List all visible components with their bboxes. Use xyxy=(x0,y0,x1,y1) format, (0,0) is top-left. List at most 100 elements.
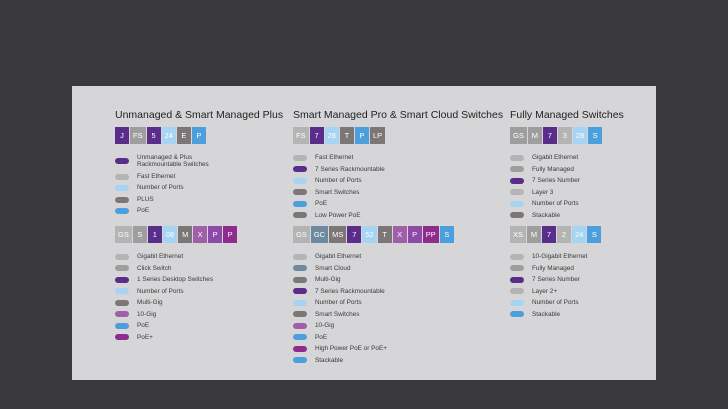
code-segment: LP xyxy=(369,127,386,144)
code-segment: S xyxy=(587,226,602,243)
legend-label: Gigabit Ethernet xyxy=(315,253,362,261)
block-model-code: GS M 7 3 28 S Gigabit Ethernet Fully Managed 7 … xyxy=(510,127,624,221)
legend-label: PoE xyxy=(315,333,328,341)
legend-label: Number of Ports xyxy=(137,184,184,192)
legend-swatch xyxy=(293,212,307,219)
legend-label: 10-Gig xyxy=(315,322,335,330)
code-segment: P xyxy=(354,127,369,144)
code-segment: 24 xyxy=(572,226,587,243)
legend-swatch xyxy=(115,311,129,318)
legend-item: Number of Ports xyxy=(293,175,503,187)
code-legend: Gigabit Ethernet Fully Managed 7 Series Nu… xyxy=(510,152,624,221)
legend-label: Stackable xyxy=(532,211,561,219)
legend-swatch xyxy=(293,311,307,318)
legend-label: Stackable xyxy=(315,356,344,364)
legend-item: Layer 3 xyxy=(510,187,624,199)
legend-label: Smart Cloud xyxy=(315,264,351,272)
code-segment: S xyxy=(588,127,603,144)
legend-item: Low Power PoE xyxy=(293,210,503,222)
code-legend: Fast Ethernet 7 Series Rackmountable Numbe… xyxy=(293,152,503,221)
code-segment: 1 xyxy=(147,226,162,243)
legend-label: 10-Gig xyxy=(137,310,157,318)
code-segment: 7 xyxy=(542,127,557,144)
legend-swatch xyxy=(510,154,524,161)
legend-swatch xyxy=(293,299,307,306)
code-segment: FS xyxy=(293,127,309,144)
legend-item: PoE xyxy=(115,320,238,332)
section-smart-managed-pro: Smart Managed Pro & Smart Cloud Switches… xyxy=(293,109,503,364)
legend-label: PoE xyxy=(137,322,150,330)
legend-swatch xyxy=(510,200,524,207)
legend-label: 7 Series Rackmountable xyxy=(315,165,385,173)
legend-swatch xyxy=(115,265,129,272)
code-segment: 7 xyxy=(542,226,557,243)
legend-label: Smart Switches xyxy=(315,188,360,196)
legend-label: Low Power PoE xyxy=(315,211,361,219)
legend-item: Number of Ports xyxy=(510,198,624,210)
legend-label: Smart Switches xyxy=(315,310,360,318)
legend-label: 7 Series Number xyxy=(532,177,580,185)
legend-item: Multi-Gig xyxy=(293,274,455,286)
legend-label: Fast Ethernet xyxy=(315,154,354,162)
legend-swatch xyxy=(115,334,129,341)
code-segment: M xyxy=(527,127,542,144)
legend-item: Fully Managed xyxy=(510,164,624,176)
code-segment: J xyxy=(115,127,129,144)
legend-item: Gigabit Ethernet xyxy=(293,251,455,263)
legend-label: PoE xyxy=(137,207,150,215)
code-segment: P xyxy=(407,226,422,243)
legend-label: Gigabit Ethernet xyxy=(532,154,579,162)
model-code: XS M 7 2 24 S xyxy=(510,226,602,243)
legend-swatch xyxy=(293,334,307,341)
legend-label: Stackable xyxy=(532,310,561,318)
legend-label: Fully Managed xyxy=(532,165,574,173)
code-segment: X xyxy=(193,226,208,243)
legend-swatch xyxy=(115,208,129,215)
code-segment: 28 xyxy=(324,127,339,144)
legend-item: PoE+ xyxy=(115,332,238,344)
legend-label: 7 Series Number xyxy=(532,276,580,284)
legend-swatch xyxy=(293,276,307,283)
legend-item: PoE xyxy=(115,205,283,217)
legend-swatch xyxy=(293,200,307,207)
legend-swatch xyxy=(293,154,307,161)
legend-item: Multi-Gig xyxy=(115,297,238,309)
legend-label: Unmanaged & Plus Rackmountable Switches xyxy=(137,154,209,169)
code-segment: 2 xyxy=(557,226,572,243)
legend-item: PoE xyxy=(293,198,503,210)
legend-item: Fast Ethernet xyxy=(293,152,503,164)
section-fully-managed: Fully Managed Switches GS M 7 3 28 S Gigabit … xyxy=(510,109,624,318)
legend-swatch xyxy=(115,173,129,180)
model-code: GS GC MS 7 52 T X P PP S xyxy=(293,226,455,243)
code-segment: GS xyxy=(115,226,132,243)
legend-item: 7 Series Rackmountable xyxy=(293,164,503,176)
legend-label: Click Switch xyxy=(137,264,172,272)
section-title: Fully Managed Switches xyxy=(510,109,624,121)
legend-item: Click Switch xyxy=(115,263,238,275)
legend-swatch xyxy=(510,265,524,272)
legend-item: 7 Series Number xyxy=(510,274,602,286)
model-code: J FS 5 24 E P xyxy=(115,127,283,144)
code-segment: T xyxy=(339,127,354,144)
legend-item: Smart Switches xyxy=(293,309,455,321)
code-legend: Gigabit Ethernet Smart Cloud Multi-Gig 7 Se… xyxy=(293,251,455,366)
legend-item: Stackable xyxy=(510,210,624,222)
code-segment: PP xyxy=(422,226,439,243)
legend-item: Number of Ports xyxy=(115,182,283,194)
legend-item: Stackable xyxy=(510,309,602,321)
code-segment: S xyxy=(132,226,147,243)
legend-label: Fast Ethernet xyxy=(137,172,176,180)
legend-label: 1 Series Desktop Switches xyxy=(137,276,214,284)
block-model-code: GS GC MS 7 52 T X P PP S Gigabit Ethernet Smart Cl… xyxy=(293,226,455,366)
legend-label: PoE xyxy=(315,200,328,208)
code-segment: XS xyxy=(510,226,527,243)
code-segment: 28 xyxy=(572,127,588,144)
code-segment: E xyxy=(176,127,191,144)
legend-swatch xyxy=(293,166,307,173)
legend-swatch xyxy=(115,185,129,192)
legend-label: High Power PoE or PoE+ xyxy=(315,345,387,353)
legend-swatch xyxy=(510,288,524,295)
legend-item: Layer 2+ xyxy=(510,286,602,298)
legend-label: PLUS xyxy=(137,195,154,203)
legend-swatch xyxy=(293,253,307,260)
